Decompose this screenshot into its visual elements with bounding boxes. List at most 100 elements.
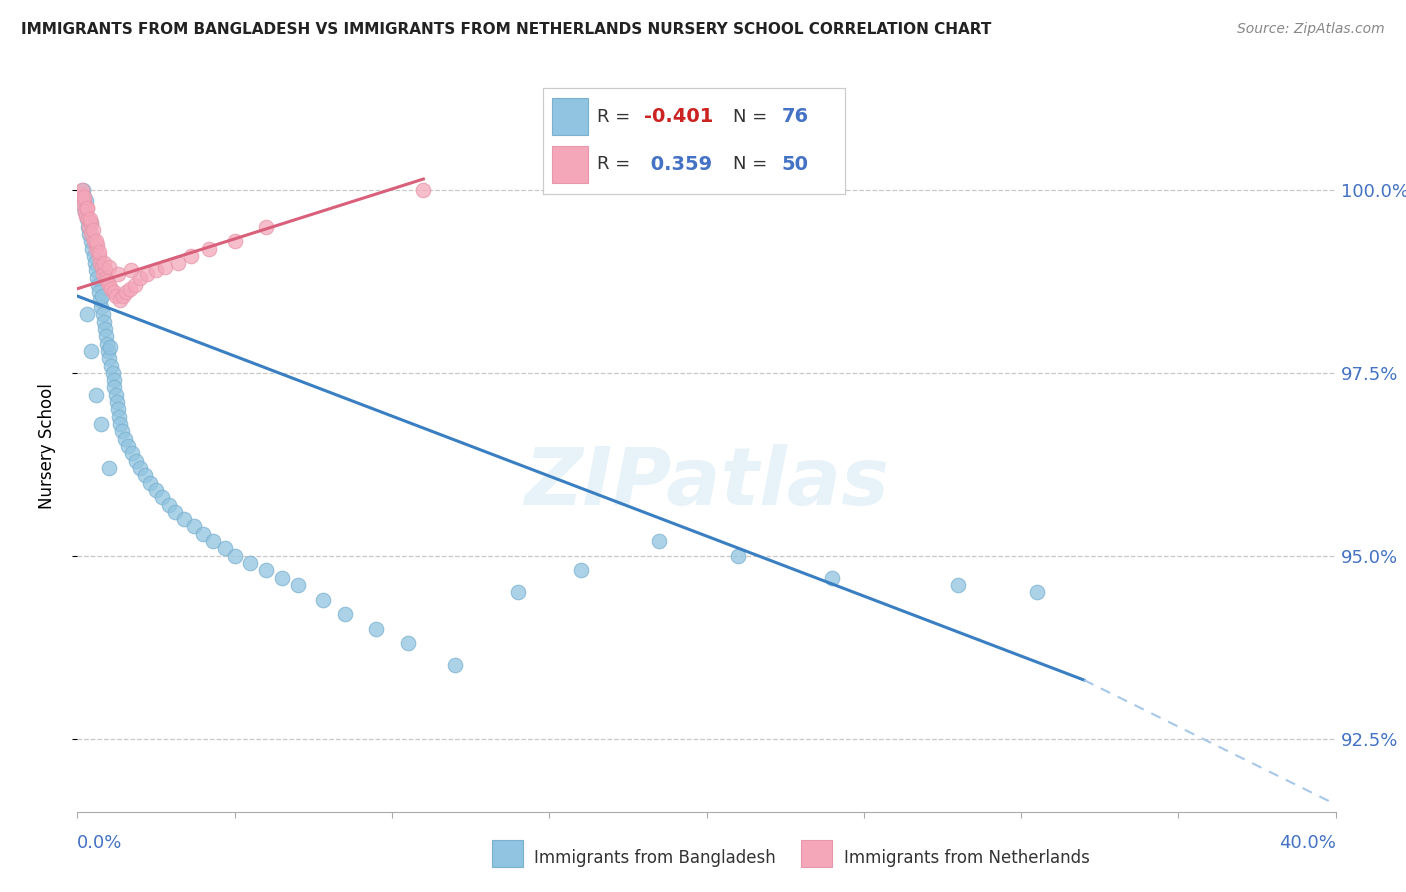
Point: [821, 571, 844, 585]
Point: [96, 270, 118, 285]
Point: [89, 293, 111, 307]
Point: [75, 209, 97, 223]
Point: [79, 216, 101, 230]
Text: ZIPatlas: ZIPatlas: [524, 443, 889, 522]
Point: [75, 205, 97, 219]
Point: [91, 267, 114, 281]
Point: [76, 212, 98, 227]
Point: [167, 256, 190, 270]
Point: [104, 289, 127, 303]
Point: [155, 260, 177, 274]
Point: [75, 194, 97, 208]
Point: [1025, 585, 1047, 599]
Point: [93, 315, 115, 329]
Point: [107, 402, 129, 417]
Point: [70, 183, 93, 197]
Point: [94, 263, 117, 277]
Point: [87, 249, 110, 263]
Point: [120, 282, 142, 296]
Point: [120, 263, 142, 277]
Point: [254, 219, 277, 234]
Point: [72, 183, 94, 197]
Point: [84, 263, 107, 277]
Point: [87, 285, 110, 300]
Point: [105, 395, 128, 409]
Point: [239, 556, 262, 570]
Point: [107, 267, 129, 281]
Point: [90, 260, 112, 274]
Point: [173, 512, 195, 526]
Point: [254, 563, 277, 577]
Point: [84, 242, 107, 256]
Point: [121, 446, 143, 460]
Point: [312, 592, 335, 607]
Point: [80, 216, 103, 230]
Point: [103, 380, 125, 394]
Point: [86, 270, 108, 285]
Point: [96, 275, 118, 289]
Point: [506, 585, 529, 599]
Point: [138, 475, 160, 490]
Point: [198, 242, 221, 256]
Point: [396, 636, 419, 650]
Point: [117, 439, 139, 453]
Y-axis label: Nursery School: Nursery School: [38, 383, 56, 509]
Point: [108, 417, 131, 431]
Point: [80, 227, 103, 241]
Point: [948, 578, 970, 592]
Text: Source: ZipAtlas.com: Source: ZipAtlas.com: [1237, 22, 1385, 37]
Point: [98, 351, 121, 366]
Point: [70, 197, 93, 211]
Point: [214, 541, 236, 556]
Point: [104, 388, 127, 402]
Point: [98, 278, 121, 293]
Point: [83, 256, 105, 270]
Point: [82, 223, 104, 237]
Point: [111, 289, 134, 303]
Point: [96, 336, 118, 351]
Point: [100, 359, 122, 373]
Point: [86, 238, 108, 252]
Point: [87, 278, 110, 293]
Point: [76, 202, 98, 216]
Text: Immigrants from Bangladesh: Immigrants from Bangladesh: [534, 849, 776, 867]
Point: [201, 534, 224, 549]
Point: [727, 549, 749, 563]
Point: [648, 534, 671, 549]
Point: [91, 307, 114, 321]
Point: [72, 197, 94, 211]
Point: [183, 519, 205, 533]
Text: 40.0%: 40.0%: [1279, 834, 1336, 852]
Point: [97, 260, 120, 274]
Point: [79, 227, 101, 241]
Point: [80, 343, 103, 358]
Point: [79, 212, 101, 227]
Point: [72, 190, 94, 204]
Point: [100, 282, 122, 296]
Point: [145, 483, 167, 497]
Point: [90, 289, 112, 303]
Point: [79, 219, 101, 234]
Point: [97, 461, 120, 475]
Point: [333, 607, 356, 622]
Point: [180, 249, 202, 263]
Point: [83, 234, 105, 248]
Point: [287, 578, 309, 592]
Point: [96, 329, 118, 343]
Point: [94, 322, 117, 336]
Point: [83, 249, 105, 263]
Point: [111, 425, 134, 439]
Text: IMMIGRANTS FROM BANGLADESH VS IMMIGRANTS FROM NETHERLANDS NURSERY SCHOOL CORRELA: IMMIGRANTS FROM BANGLADESH VS IMMIGRANTS…: [21, 22, 991, 37]
Point: [89, 245, 111, 260]
Point: [90, 417, 112, 431]
Text: 0.0%: 0.0%: [77, 834, 122, 852]
Point: [191, 526, 215, 541]
Text: Immigrants from Netherlands: Immigrants from Netherlands: [844, 849, 1090, 867]
Point: [108, 409, 131, 424]
Point: [366, 622, 388, 636]
Point: [444, 658, 467, 673]
Point: [82, 242, 104, 256]
Point: [76, 202, 98, 216]
Point: [77, 219, 100, 234]
Point: [224, 234, 246, 248]
